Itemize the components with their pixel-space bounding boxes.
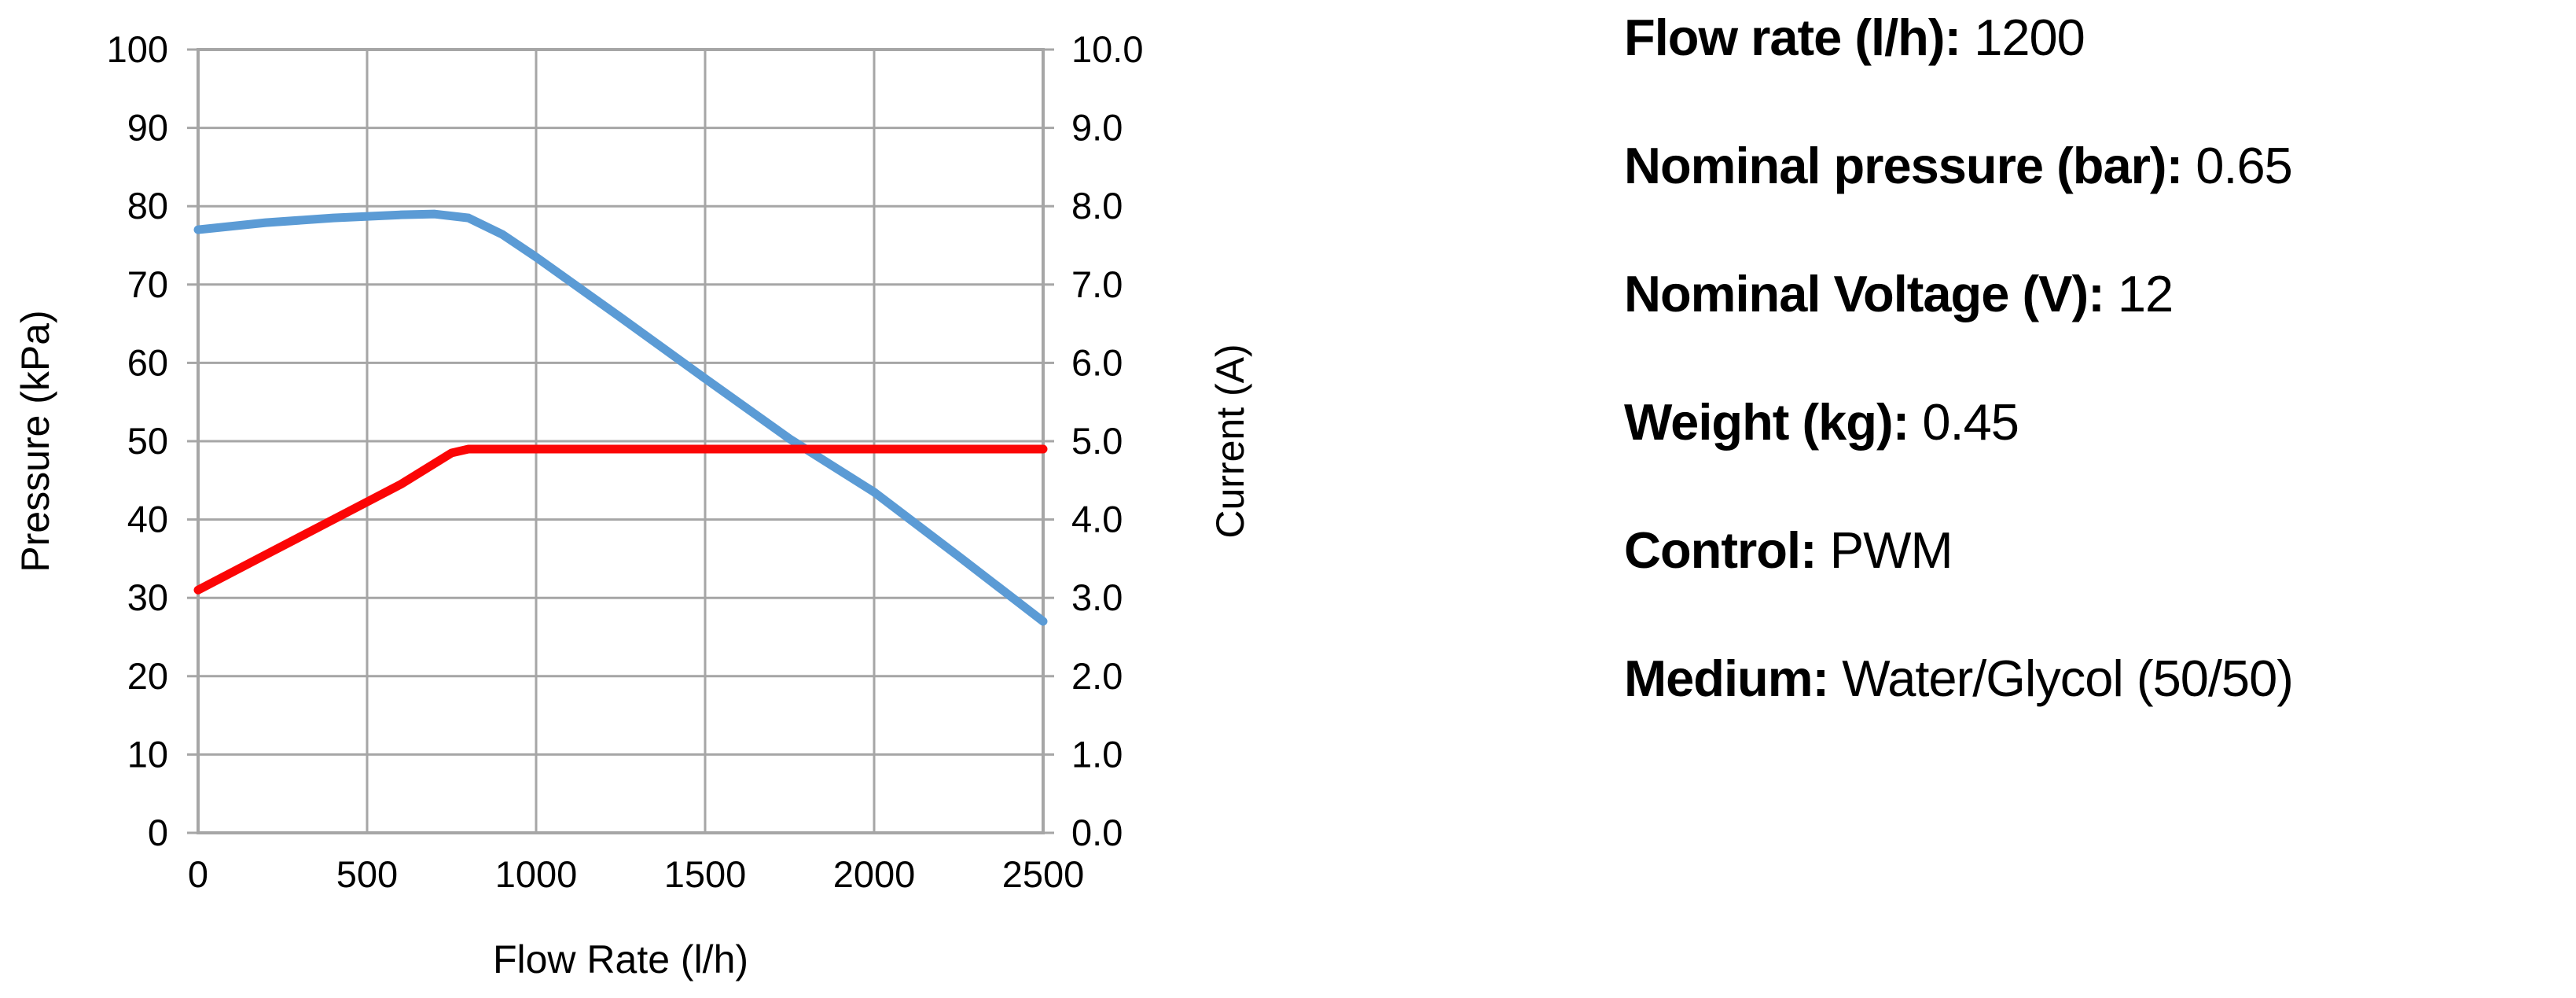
y-right-tick-label: 4.0 bbox=[1071, 499, 1123, 540]
y-left-tick-label: 10 bbox=[127, 733, 168, 775]
spec-value: Water/Glycol (50/50) bbox=[1828, 650, 2294, 707]
y-left-tick-label: 60 bbox=[127, 341, 168, 383]
plot-border bbox=[197, 48, 1045, 834]
spec-value: 0.45 bbox=[1909, 393, 2019, 451]
y-right-tick-label: 7.0 bbox=[1071, 263, 1123, 305]
y-left-tick-label: 90 bbox=[127, 107, 168, 149]
spec-value: 0.65 bbox=[2182, 137, 2293, 194]
spec-row: Medium: Water/Glycol (50/50) bbox=[1624, 649, 2567, 709]
series-line-pressure bbox=[193, 209, 1048, 626]
y-left-tick-label: 100 bbox=[107, 28, 168, 70]
x-tick-label: 500 bbox=[336, 853, 398, 895]
x-tick-label: 0 bbox=[188, 853, 208, 895]
y-right-tick-label: 1.0 bbox=[1071, 733, 1123, 775]
spec-row: Nominal pressure (bar): 0.65 bbox=[1624, 136, 2567, 196]
y-left-tick-label: 0 bbox=[148, 812, 168, 853]
series-line-current bbox=[193, 444, 1048, 595]
spec-label: Nominal pressure (bar): bbox=[1624, 137, 2183, 194]
y-left-tick-label: 40 bbox=[127, 499, 168, 540]
y-right-tick-label: 10.0 bbox=[1071, 28, 1143, 70]
y-left-tick-label: 70 bbox=[127, 263, 168, 305]
spec-value: 1200 bbox=[1960, 9, 2085, 66]
x-axis-title: Flow Rate (l/h) bbox=[493, 937, 748, 981]
y-right-axis-title: Current (A) bbox=[1208, 344, 1252, 538]
spec-value: 12 bbox=[2104, 265, 2174, 322]
y-left-tick-label: 30 bbox=[127, 576, 168, 618]
spec-row: Flow rate (l/h): 1200 bbox=[1624, 8, 2567, 68]
spec-label: Medium: bbox=[1624, 650, 1829, 707]
y-right-tick-label: 3.0 bbox=[1071, 576, 1123, 618]
x-tick-label: 1000 bbox=[495, 853, 578, 895]
spec-value: PWM bbox=[1816, 521, 1953, 579]
y-left-axis-title: Pressure (kPa) bbox=[13, 310, 57, 572]
y-right-tick-label: 9.0 bbox=[1071, 107, 1123, 149]
spec-label: Weight (kg): bbox=[1624, 393, 1909, 451]
spec-row: Weight (kg): 0.45 bbox=[1624, 392, 2567, 452]
x-tick-label: 1500 bbox=[664, 853, 747, 895]
y-left-tick-label: 80 bbox=[127, 185, 168, 226]
y-right-tick-label: 5.0 bbox=[1071, 420, 1123, 462]
performance-chart: 0 10 20 30 40 50 60 70 80 90 100 0.0 1.0 2.0 3.0 4.0 5.0… bbox=[13, 28, 1252, 981]
spec-list: Flow rate (l/h): 1200 Nominal pressure (b… bbox=[1624, 8, 2567, 777]
x-tick-label: 2500 bbox=[1002, 853, 1085, 895]
y-left-tick-label: 20 bbox=[127, 655, 168, 697]
y-right-tick-label: 8.0 bbox=[1071, 185, 1123, 226]
spec-label: Flow rate (l/h): bbox=[1624, 9, 1961, 66]
x-tick-label: 2000 bbox=[833, 853, 916, 895]
spec-label: Control: bbox=[1624, 521, 1817, 579]
y-right-tick-label: 6.0 bbox=[1071, 341, 1123, 383]
y-right-tick-label: 0.0 bbox=[1071, 812, 1123, 853]
spec-label: Nominal Voltage (V): bbox=[1624, 265, 2105, 322]
y-right-tick-label: 2.0 bbox=[1071, 655, 1123, 697]
y-left-tick-label: 50 bbox=[127, 420, 168, 462]
spec-row: Nominal Voltage (V): 12 bbox=[1624, 264, 2567, 324]
pressure-current-flow-chart: 0 10 20 30 40 50 60 70 80 90 100 0.0 1.0 2.0 3.0 4.0 5.0… bbox=[13, 28, 1252, 981]
spec-row: Control: PWM bbox=[1624, 521, 2567, 580]
